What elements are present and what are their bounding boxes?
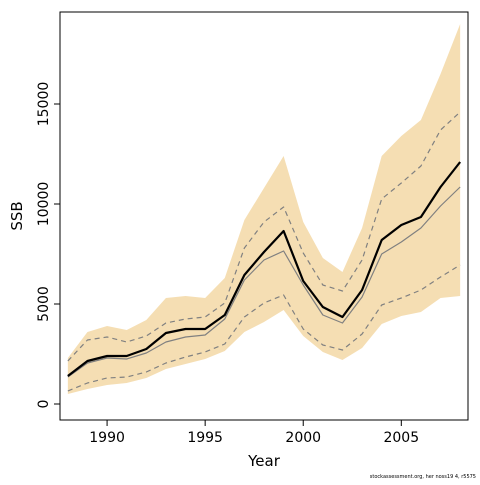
upper-bound-line — [67, 111, 461, 362]
x-tick-label: 1995 — [187, 430, 223, 446]
y-tick-label: 10000 — [36, 182, 52, 227]
y-tick-label: 15000 — [36, 82, 52, 127]
plot-frame — [59, 11, 469, 421]
confidence-band-layer — [67, 24, 461, 394]
credit-text: stockassessment.org, her noss19 4, r5575 — [370, 474, 476, 480]
x-axis-label: Year — [247, 452, 281, 470]
estimate-secondary-line — [67, 186, 461, 378]
x-axis: 1990 1995 2000 2005 — [89, 420, 419, 446]
y-tick-label: 0 — [36, 400, 52, 409]
estimate-line — [67, 161, 462, 377]
x-tick-label: 2005 — [383, 430, 419, 446]
y-tick-label: 5000 — [36, 286, 52, 322]
confidence-band — [67, 24, 461, 394]
lower-bound-line — [67, 264, 461, 392]
x-tick-label: 1990 — [89, 430, 125, 446]
series-lines-layer — [67, 111, 462, 392]
x-tick-label: 2000 — [285, 430, 321, 446]
y-axis: 0 5000 10000 15000 — [36, 82, 60, 409]
y-axis-label: SSB — [8, 201, 26, 230]
